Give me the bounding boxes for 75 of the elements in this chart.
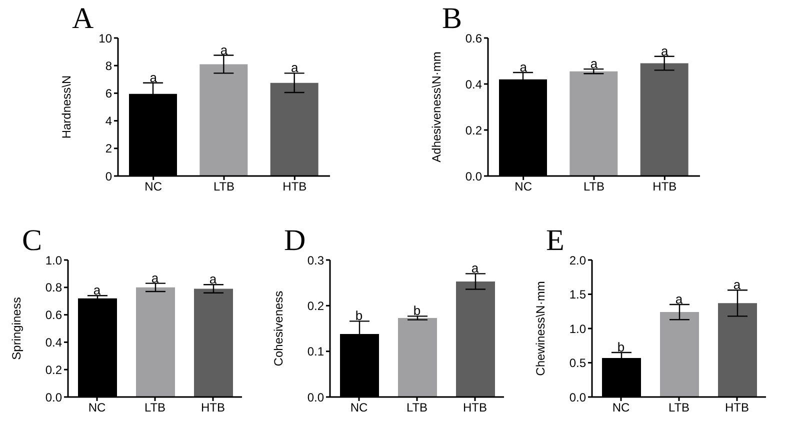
y-tick-label: 6: [105, 86, 112, 100]
annotation: a: [675, 292, 684, 307]
y-tick-label: 0.4: [45, 335, 62, 350]
y-tick-label: 0.0: [45, 390, 62, 404]
x-tick-label: NC: [88, 400, 106, 415]
chart-title: C: [22, 224, 42, 257]
bar: [640, 63, 688, 176]
y-tick-label: 1.0: [45, 253, 62, 268]
x-tick-label: LTB: [668, 400, 690, 415]
annotation: a: [93, 282, 102, 298]
y-axis-title: Chewiness\N·mm: [533, 281, 548, 376]
x-tick-label: HTB: [725, 400, 749, 415]
annotation: a: [520, 60, 528, 74]
x-tick-label: HTB: [282, 180, 307, 194]
y-tick-label: 0.5: [569, 356, 586, 370]
chart-title: B: [442, 2, 462, 35]
y-tick-label: 0: [105, 169, 112, 184]
y-axis-title: Cohesiveness: [271, 290, 286, 366]
x-tick-label: LTB: [213, 180, 235, 194]
y-tick-label: 0.0: [307, 390, 324, 404]
chart-title: E: [546, 224, 564, 257]
x-tick-label: HTB: [201, 400, 225, 415]
y-tick-label: 1.0: [569, 322, 586, 336]
bar: [660, 312, 699, 397]
y-tick-label: 0.0: [465, 169, 482, 184]
bar: [200, 64, 248, 176]
x-tick-label: LTB: [144, 400, 166, 415]
y-tick-label: 10: [98, 31, 112, 46]
bar: [570, 71, 618, 176]
y-tick-label: 0.6: [45, 308, 62, 322]
annotation: b: [617, 339, 625, 354]
x-tick-label: HTB: [463, 400, 487, 415]
annotation: a: [209, 272, 218, 287]
y-tick-label: 0.1: [307, 344, 324, 359]
annotation: a: [590, 56, 598, 72]
y-tick-label: 0.2: [45, 362, 62, 377]
annotation: a: [661, 43, 670, 58]
y-tick-label: 1.5: [569, 288, 586, 302]
y-tick-label: 2.0: [569, 253, 586, 268]
y-tick-label: 0.2: [307, 298, 324, 313]
annotation: a: [220, 42, 228, 58]
y-tick-label: 8: [105, 58, 112, 73]
x-tick-label: LTB: [583, 180, 605, 194]
annotation: b: [413, 303, 421, 318]
annotation: a: [151, 270, 160, 286]
bar: [456, 281, 495, 397]
y-tick-label: 4: [105, 114, 112, 128]
y-tick-label: 0.0: [569, 390, 586, 404]
annotation: a: [471, 260, 480, 276]
x-tick-label: NC: [144, 180, 162, 194]
bar: [136, 287, 175, 397]
x-tick-label: NC: [612, 400, 630, 415]
chart-title: A: [72, 2, 94, 35]
x-tick-label: HTB: [652, 180, 677, 194]
chart-title: D: [284, 224, 306, 257]
annotation: a: [733, 277, 742, 292]
bar: [194, 288, 233, 397]
x-tick-label: NC: [350, 400, 368, 415]
y-tick-label: 0.8: [45, 280, 62, 295]
y-tick-label: 0.6: [465, 31, 482, 46]
annotation: a: [150, 70, 158, 85]
annotation: a: [291, 60, 300, 76]
bar: [398, 318, 437, 397]
y-tick-label: 0.3: [307, 253, 324, 268]
bar: [270, 82, 318, 176]
y-tick-label: 0.2: [465, 123, 482, 138]
annotation: b: [355, 308, 363, 324]
y-axis-title: Springiness: [9, 297, 24, 360]
x-tick-label: LTB: [406, 400, 428, 415]
x-tick-label: NC: [514, 180, 532, 194]
y-axis-title: Hardness\N: [59, 75, 74, 139]
bar: [718, 303, 757, 397]
y-tick-label: 0.4: [465, 77, 482, 92]
y-axis-title: Adhesiveness\N·mm: [429, 52, 444, 162]
y-tick-label: 2: [105, 142, 112, 156]
